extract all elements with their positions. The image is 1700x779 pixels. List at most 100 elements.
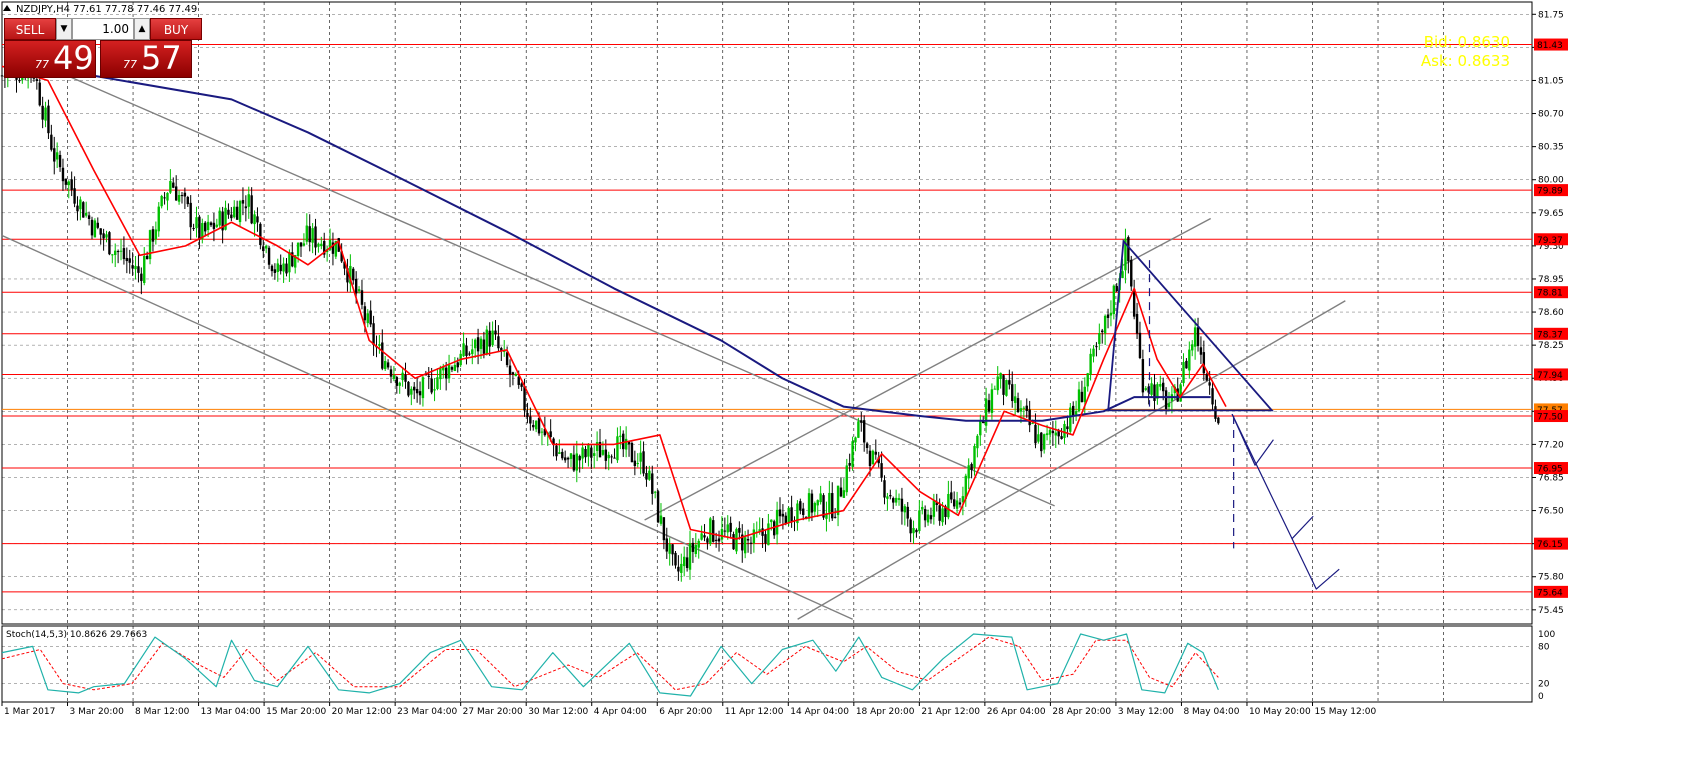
candle-body: [1028, 409, 1031, 426]
ask-price-button[interactable]: 77 57: [100, 39, 192, 78]
time-axis: 1 Mar 2017 3 Mar 20:00 8 Mar 12:00 13 Mar 0…: [1, 702, 1376, 717]
candle-body: [883, 480, 886, 498]
candle-body: [44, 107, 47, 121]
candle-body: [1074, 411, 1078, 415]
candle-body: [1193, 327, 1197, 347]
candle-body: [950, 492, 953, 500]
candle-body: [218, 210, 221, 226]
candle-body: [900, 498, 904, 512]
candle-body: [128, 258, 131, 263]
candle-body: [581, 447, 584, 459]
candle-body: [967, 465, 970, 479]
candle-body: [177, 195, 181, 202]
y-tick-label: 79.65: [1538, 209, 1564, 219]
candle-body: [633, 460, 637, 466]
candle-body: [494, 330, 497, 335]
candle-body: [1109, 312, 1113, 316]
candle-body: [195, 217, 198, 229]
candle-body: [0, 75, 4, 77]
candle-body: [166, 192, 169, 201]
candle-body: [1077, 389, 1081, 412]
candle-body: [1040, 432, 1043, 452]
candle-body: [450, 367, 454, 370]
candle-body: [1092, 348, 1095, 357]
candle-body: [99, 228, 102, 235]
candle-body: [18, 80, 21, 82]
candle-body: [627, 441, 631, 445]
candle-body: [685, 557, 689, 568]
candle-body: [938, 505, 941, 521]
candle-body: [430, 378, 433, 393]
candle-body: [1101, 330, 1104, 333]
candle-body: [87, 215, 91, 219]
candle-body: [366, 313, 369, 324]
candle-body: [921, 506, 924, 510]
candle-body: [1069, 407, 1072, 432]
candle-body: [1202, 352, 1206, 374]
stoch-label: Stoch(14,5,3) 10.8626 29.7663: [6, 630, 147, 640]
x-tick-label: 27 Mar 20:00: [463, 707, 523, 717]
candle-body: [131, 265, 134, 269]
y-tick-label: 80.70: [1538, 110, 1564, 120]
candle-body: [865, 443, 869, 449]
candle-body: [1153, 384, 1156, 401]
candle-body: [383, 360, 387, 370]
candle-body: [105, 234, 108, 238]
candle-body: [871, 450, 875, 465]
candle-body: [238, 201, 242, 223]
candle-body: [395, 377, 399, 386]
candle-body: [180, 195, 184, 197]
candle-body: [352, 268, 355, 281]
price-level-label: 79.37: [1537, 236, 1563, 246]
candle-body: [566, 457, 570, 460]
y-tick-label: 75.80: [1538, 573, 1564, 583]
candle-body: [549, 431, 552, 437]
candle-body: [1051, 430, 1055, 434]
candle-body: [642, 451, 645, 474]
candle-body: [79, 199, 82, 210]
candle-body: [915, 529, 918, 533]
y-tick-label: 79.30: [1538, 242, 1564, 252]
candle-body: [691, 542, 695, 552]
lot-size-input[interactable]: 1.00: [72, 18, 134, 40]
candle-body: [253, 214, 256, 225]
candle-body: [392, 375, 396, 379]
x-tick-label: 11 Apr 12:00: [725, 707, 784, 717]
price-level-label-bg: [1534, 585, 1568, 598]
candle-body: [593, 453, 596, 456]
buy-button[interactable]: BUY: [150, 18, 202, 40]
candle-body: [619, 435, 622, 438]
bid-price-button[interactable]: 77 49: [4, 39, 96, 78]
candle-body: [1072, 405, 1075, 417]
trend-channel-line: [644, 217, 1212, 521]
candle-body: [485, 329, 488, 354]
x-tick-label: 6 Apr 20:00: [659, 707, 712, 717]
candle-body: [674, 552, 677, 566]
candle-body: [932, 500, 936, 517]
candle-body: [145, 255, 149, 260]
candle-body: [1164, 390, 1168, 409]
candle-body: [523, 386, 526, 411]
lot-increase-button[interactable]: ▲: [134, 18, 150, 40]
x-tick-label: 28 Apr 20:00: [1052, 707, 1111, 717]
candle-body: [839, 487, 843, 497]
candle-body: [354, 278, 358, 294]
candle-body: [259, 223, 262, 246]
price-level-label-bg: [1534, 462, 1568, 475]
candle-body: [174, 186, 178, 201]
candle-body: [987, 400, 991, 412]
candle-body: [1112, 285, 1116, 315]
candle-body: [514, 374, 518, 377]
sell-button[interactable]: SELL: [4, 18, 56, 40]
candle-body: [427, 375, 430, 377]
candle-body: [1205, 374, 1208, 381]
candle-body: [247, 194, 250, 207]
lot-decrease-button[interactable]: ▼: [56, 18, 72, 40]
candle-body: [55, 152, 59, 160]
candle-body: [1185, 360, 1188, 369]
candle-body: [1037, 434, 1040, 442]
candle-body: [53, 148, 56, 162]
candle-body: [224, 207, 227, 230]
bid-quote: Bid: 0.8630: [1423, 33, 1510, 51]
